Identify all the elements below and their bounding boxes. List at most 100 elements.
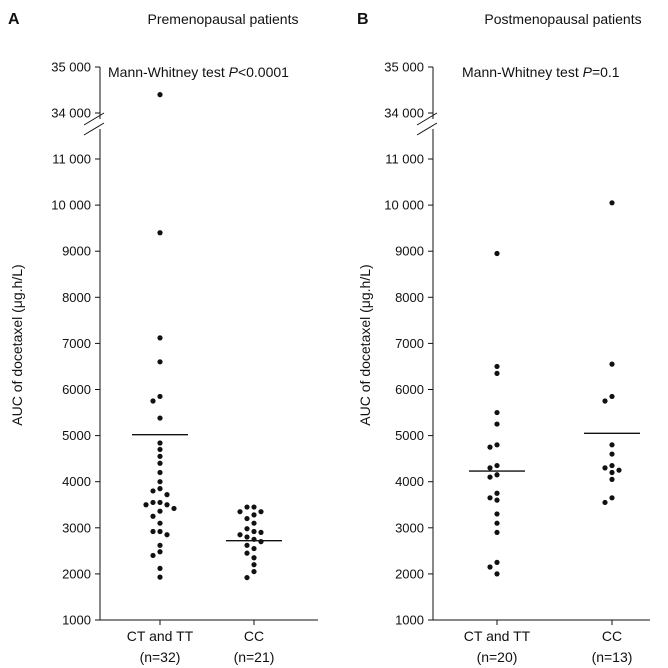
- data-point: [258, 509, 264, 515]
- axis-break-mark: [416, 112, 438, 126]
- data-point: [237, 509, 243, 515]
- data-point: [157, 415, 163, 421]
- data-point: [244, 515, 250, 522]
- data-point: [494, 462, 500, 469]
- data-point: [609, 393, 615, 400]
- y-tick-label: 34 000: [384, 106, 424, 121]
- y-tick-label: 6000: [395, 382, 424, 397]
- y-tick-label: 35 000: [51, 60, 91, 75]
- data-point: [494, 370, 500, 376]
- data-point: [150, 488, 156, 494]
- y-tick-label: 11 000: [52, 152, 91, 167]
- data-point: [157, 574, 163, 580]
- data-point: [157, 486, 163, 492]
- data-point: [157, 565, 163, 571]
- data-point: [157, 508, 163, 514]
- data-point: [244, 534, 250, 540]
- data-point: [251, 504, 257, 510]
- axis-break-mark: [416, 122, 438, 136]
- x-category-n: (n=13): [592, 649, 633, 665]
- x-category-n: (n=20): [477, 649, 518, 665]
- data-point: [157, 92, 163, 98]
- y-tick-label: 6000: [62, 382, 91, 397]
- data-point: [157, 469, 163, 476]
- y-tick-label: 8000: [62, 290, 91, 305]
- y-tick-label: 5000: [62, 428, 91, 443]
- data-point: [602, 465, 608, 471]
- data-point: [487, 564, 493, 570]
- axis-break-mark: [83, 112, 105, 126]
- data-point: [494, 490, 500, 496]
- data-point: [487, 465, 493, 471]
- data-point: [251, 568, 257, 575]
- x-category-label: CT and TT: [464, 628, 531, 644]
- y-tick-label: 10 000: [384, 198, 424, 213]
- data-point: [157, 499, 163, 506]
- stat-annotation: Mann-Whitney test P<0.0001: [108, 64, 289, 80]
- data-point: [157, 440, 163, 446]
- data-point: [609, 476, 615, 482]
- data-point: [157, 230, 163, 236]
- data-point: [494, 497, 500, 503]
- data-point: [157, 453, 163, 459]
- y-tick-label: 3000: [395, 520, 424, 535]
- data-point: [609, 462, 615, 469]
- data-point: [494, 559, 500, 565]
- data-point: [244, 526, 250, 532]
- x-category-label: CT and TT: [127, 628, 194, 644]
- data-point: [494, 472, 500, 478]
- panel-a: A Premenopausal patients Mann-Whitney test…: [8, 11, 318, 665]
- data-point: [157, 446, 163, 453]
- data-point: [251, 562, 257, 568]
- data-point: [157, 528, 163, 535]
- data-point: [487, 444, 493, 450]
- x-category-label: CC: [244, 628, 264, 644]
- data-point: [494, 363, 500, 370]
- data-point: [494, 250, 500, 257]
- data-point: [494, 409, 500, 416]
- y-tick-label: 8000: [395, 290, 424, 305]
- data-point: [150, 499, 156, 506]
- y-tick-label: 7000: [395, 336, 424, 351]
- data-point: [602, 398, 608, 404]
- data-point: [164, 492, 170, 498]
- data-point: [150, 528, 156, 535]
- x-category-n: (n=21): [234, 649, 275, 665]
- y-tick-label: 1000: [395, 613, 424, 628]
- data-point: [609, 200, 615, 206]
- data-point: [602, 499, 608, 506]
- data-point: [157, 335, 163, 341]
- data-point: [244, 574, 250, 581]
- data-point: [157, 549, 163, 555]
- data-point: [157, 542, 163, 548]
- y-axis-label: AUC of docetaxel (μg.h/L): [9, 264, 25, 425]
- y-tick-label: 34 000: [51, 106, 91, 121]
- data-point: [609, 361, 615, 367]
- data-point: [164, 532, 170, 538]
- data-point: [609, 442, 615, 448]
- y-tick-label: 2000: [62, 566, 91, 581]
- data-point: [258, 539, 264, 545]
- data-point: [494, 442, 500, 448]
- data-point: [251, 555, 257, 561]
- panel-letter: B: [357, 11, 369, 28]
- data-point: [494, 511, 500, 517]
- y-tick-label: 4000: [395, 474, 424, 489]
- data-point: [609, 451, 615, 457]
- data-point: [157, 460, 163, 466]
- data-point: [164, 502, 170, 508]
- stat-annotation: Mann-Whitney test P=0.1: [462, 64, 620, 80]
- data-point: [251, 545, 257, 552]
- panel-title: Postmenopausal patients: [484, 11, 641, 27]
- y-tick-label: 11 000: [385, 152, 424, 167]
- panel-letter: A: [8, 11, 20, 28]
- data-point: [609, 495, 615, 501]
- y-tick-label: 10 000: [51, 198, 91, 213]
- y-tick-label: 2000: [395, 566, 424, 581]
- x-category-n: (n=32): [140, 649, 181, 665]
- y-tick-label: 1000: [62, 613, 91, 628]
- y-tick-label: 9000: [395, 244, 424, 259]
- data-point: [494, 571, 500, 577]
- axis-break-mark: [83, 122, 105, 136]
- data-point: [237, 532, 243, 538]
